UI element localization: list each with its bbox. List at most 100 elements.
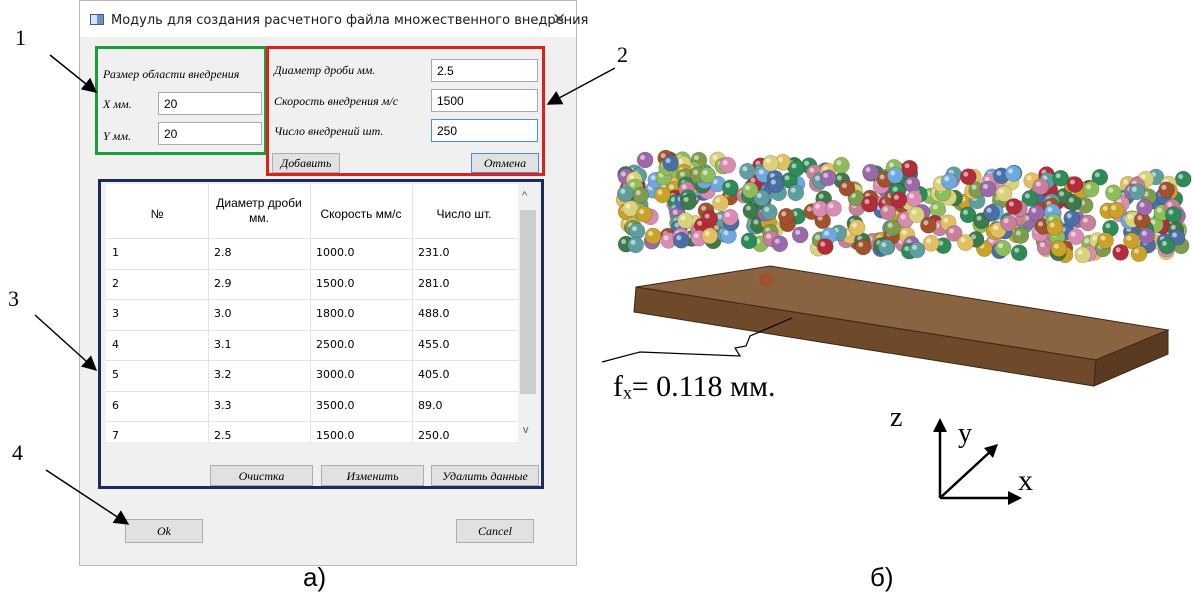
shot-ball (741, 181, 759, 199)
shot-ball-highlight (650, 175, 656, 181)
shot-ball (817, 238, 834, 255)
shot-ball-highlight (890, 170, 896, 176)
shot-ball-highlight (1070, 179, 1075, 185)
col-header-number[interactable]: № (150, 207, 164, 221)
shot-ball (788, 160, 805, 177)
table-cell[interactable]: 4 (112, 337, 119, 351)
table-cell[interactable]: 281.0 (418, 276, 450, 290)
shot-ball-highlight (1141, 230, 1147, 236)
table-cell[interactable]: 1000.0 (316, 246, 355, 259)
scroll-up-icon[interactable]: ^ (522, 190, 528, 202)
table-cell[interactable]: 5 (112, 368, 119, 381)
shot-ball (1107, 202, 1125, 219)
shot-ball-highlight (620, 188, 626, 194)
table-cell[interactable]: 3000.0 (316, 368, 355, 381)
shot-ball (739, 162, 756, 180)
speed-input[interactable]: 1500 (431, 89, 538, 112)
table-cell[interactable]: 405.0 (418, 368, 450, 381)
table-cell[interactable]: 2 (112, 276, 119, 290)
shot-ball (1097, 232, 1114, 249)
shot-ball (627, 236, 644, 254)
shot-ball-highlight (657, 189, 663, 195)
shot-ball (1105, 184, 1122, 202)
table-cell[interactable]: 488.0 (418, 307, 450, 320)
close-icon[interactable]: × (552, 9, 567, 29)
diameter-input[interactable]: 2.5 (431, 59, 538, 82)
shot-ball-highlight (1066, 213, 1072, 219)
shot-ball (632, 187, 650, 204)
scroll-down-icon[interactable]: v (523, 424, 529, 436)
col-header-count[interactable]: Число шт. (436, 207, 492, 221)
table-cell[interactable]: 3.0 (214, 307, 232, 320)
shot-ball-highlight (795, 229, 801, 235)
add-button[interactable]: Добавить (272, 153, 340, 173)
cancel-entry-button[interactable]: Отмена (471, 153, 539, 173)
table-cell[interactable]: 2.5 (214, 429, 232, 442)
shot-ball (1063, 210, 1081, 227)
shot-ball-highlight (1014, 247, 1020, 253)
clear-button[interactable]: Очистка (210, 465, 313, 486)
shot-ball-highlight (904, 163, 910, 169)
x-label: X мм. (103, 97, 132, 111)
shot-ball (833, 156, 850, 174)
shot-ball (877, 238, 895, 256)
shot-ball (712, 194, 729, 212)
shot-ball (762, 155, 779, 172)
table-cell[interactable]: 3500.0 (316, 398, 355, 412)
table-cell[interactable]: 455.0 (418, 337, 450, 351)
table-cell[interactable]: 1800.0 (316, 307, 355, 320)
shot-ball-highlight (996, 170, 1002, 176)
x-size-input[interactable]: 20 (158, 92, 262, 115)
table-cell[interactable]: 7 (112, 429, 119, 442)
table-cell[interactable]: 250.0 (418, 429, 450, 442)
col-header-diameter[interactable]: Диаметр дроби мм. (216, 196, 302, 225)
shot-ball-highlight (704, 213, 710, 219)
shot-ball-highlight (1137, 215, 1143, 221)
table-cell[interactable]: 3.3 (214, 398, 232, 412)
table-cell[interactable]: 2.8 (214, 246, 232, 259)
shot-ball-highlight (663, 235, 669, 241)
table-cell[interactable]: 3 (112, 307, 119, 320)
shot-ball-highlight (745, 205, 751, 211)
table-cell[interactable]: 1 (112, 246, 119, 259)
shot-ball-highlight (725, 212, 731, 218)
table-cell[interactable]: 89.0 (418, 398, 443, 412)
table-cell[interactable]: 2500.0 (316, 337, 355, 351)
title-bar: Модуль для создания расчетного файла мно… (80, 1, 588, 37)
shot-ball (680, 193, 697, 211)
table-cell[interactable]: 2.9 (214, 276, 232, 290)
shot-ball-highlight (640, 155, 646, 160)
table-cell[interactable]: 3.2 (214, 368, 232, 381)
table-cell[interactable]: 3.1 (214, 337, 232, 351)
shot-ball (699, 166, 716, 184)
shot-ball-highlight (960, 237, 966, 243)
shot-ball-highlight (1131, 186, 1137, 192)
shot-ball-highlight (983, 184, 988, 189)
table-cell[interactable]: 1500.0 (316, 429, 355, 442)
table-scrollbar[interactable]: ^ v (518, 184, 538, 442)
shot-ball (886, 167, 904, 184)
shot-ball-highlight (883, 207, 888, 212)
shot-ball-highlight (753, 219, 759, 225)
y-size-input[interactable]: 20 (158, 122, 262, 145)
table-cell[interactable]: 6 (112, 398, 119, 412)
shot-ball-highlight (774, 238, 780, 244)
col-header-speed[interactable]: Скорость мм/с (320, 207, 402, 221)
count-input[interactable]: 250 (431, 119, 538, 142)
shot-ball-highlight (1094, 172, 1100, 178)
edit-button[interactable]: Изменить (321, 465, 424, 486)
window-title: Модуль для создания расчетного файла мно… (111, 13, 589, 28)
scroll-thumb[interactable] (520, 210, 536, 394)
cancel-button[interactable]: Cancel (456, 519, 534, 543)
shot-ball-highlight (704, 230, 710, 236)
table-cell[interactable]: 231.0 (418, 246, 450, 259)
shot-ball-highlight (1026, 175, 1032, 181)
shot-ball-highlight (949, 228, 955, 234)
ok-button[interactable]: Ok (125, 519, 203, 543)
delete-data-button[interactable]: Удалить данные (431, 465, 539, 486)
shot-ball (1136, 199, 1153, 216)
table-cell[interactable]: 1500.0 (316, 276, 355, 290)
shot-ball-highlight (806, 206, 812, 212)
shot-ball-highlight (815, 234, 820, 240)
